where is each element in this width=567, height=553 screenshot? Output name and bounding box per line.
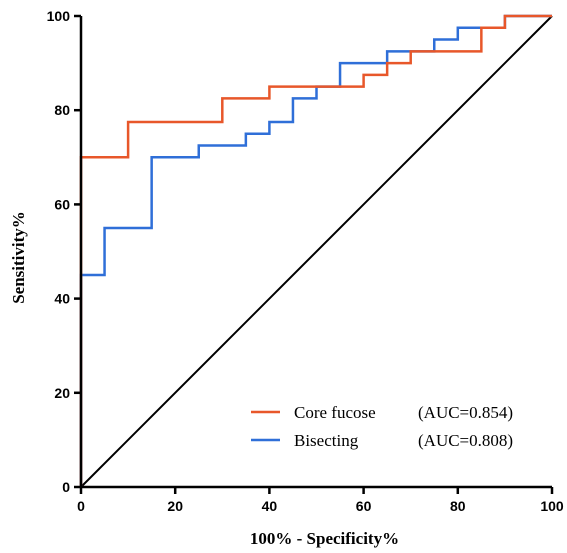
- series-line-bisecting: [79, 14, 552, 487]
- x-axis-title: 100% - Specificity%: [250, 529, 399, 548]
- y-tick-label: 80: [54, 102, 70, 118]
- x-tick-label: 20: [167, 498, 183, 514]
- y-axis-title: Sensitivity%: [9, 211, 28, 304]
- x-tick-label: 60: [356, 498, 372, 514]
- reference-diagonal-line: [80, 15, 553, 488]
- legend-item-bisecting: Bisecting (AUC=0.808): [251, 431, 513, 450]
- legend-label-core-fucose: Core fucose: [294, 403, 376, 422]
- legend-label-bisecting: Bisecting: [294, 431, 359, 450]
- x-tick-label: 40: [262, 498, 278, 514]
- plot-lines: [79, 14, 553, 488]
- axes: [79, 16, 552, 489]
- x-tick-label: 0: [77, 498, 85, 514]
- y-tick-label: 0: [62, 479, 70, 495]
- legend-item-core-fucose: Core fucose (AUC=0.854): [251, 403, 513, 422]
- y-tick-label: 60: [54, 196, 70, 212]
- legend-auc-bisecting: (AUC=0.808): [418, 431, 513, 450]
- y-tick-label: 40: [54, 291, 70, 307]
- y-tick-label: 100: [47, 8, 71, 24]
- x-tick-label: 100: [540, 498, 564, 514]
- series-line-core-fucose: [79, 14, 552, 487]
- legend: Core fucose (AUC=0.854) Bisecting (AUC=0…: [251, 403, 513, 450]
- y-ticks: 0 20 40 60 80 100: [47, 8, 81, 495]
- x-ticks: 0 20 40 60 80 100: [77, 487, 564, 514]
- y-tick-label: 20: [54, 385, 70, 401]
- legend-auc-core-fucose: (AUC=0.854): [418, 403, 513, 422]
- x-tick-label: 80: [450, 498, 466, 514]
